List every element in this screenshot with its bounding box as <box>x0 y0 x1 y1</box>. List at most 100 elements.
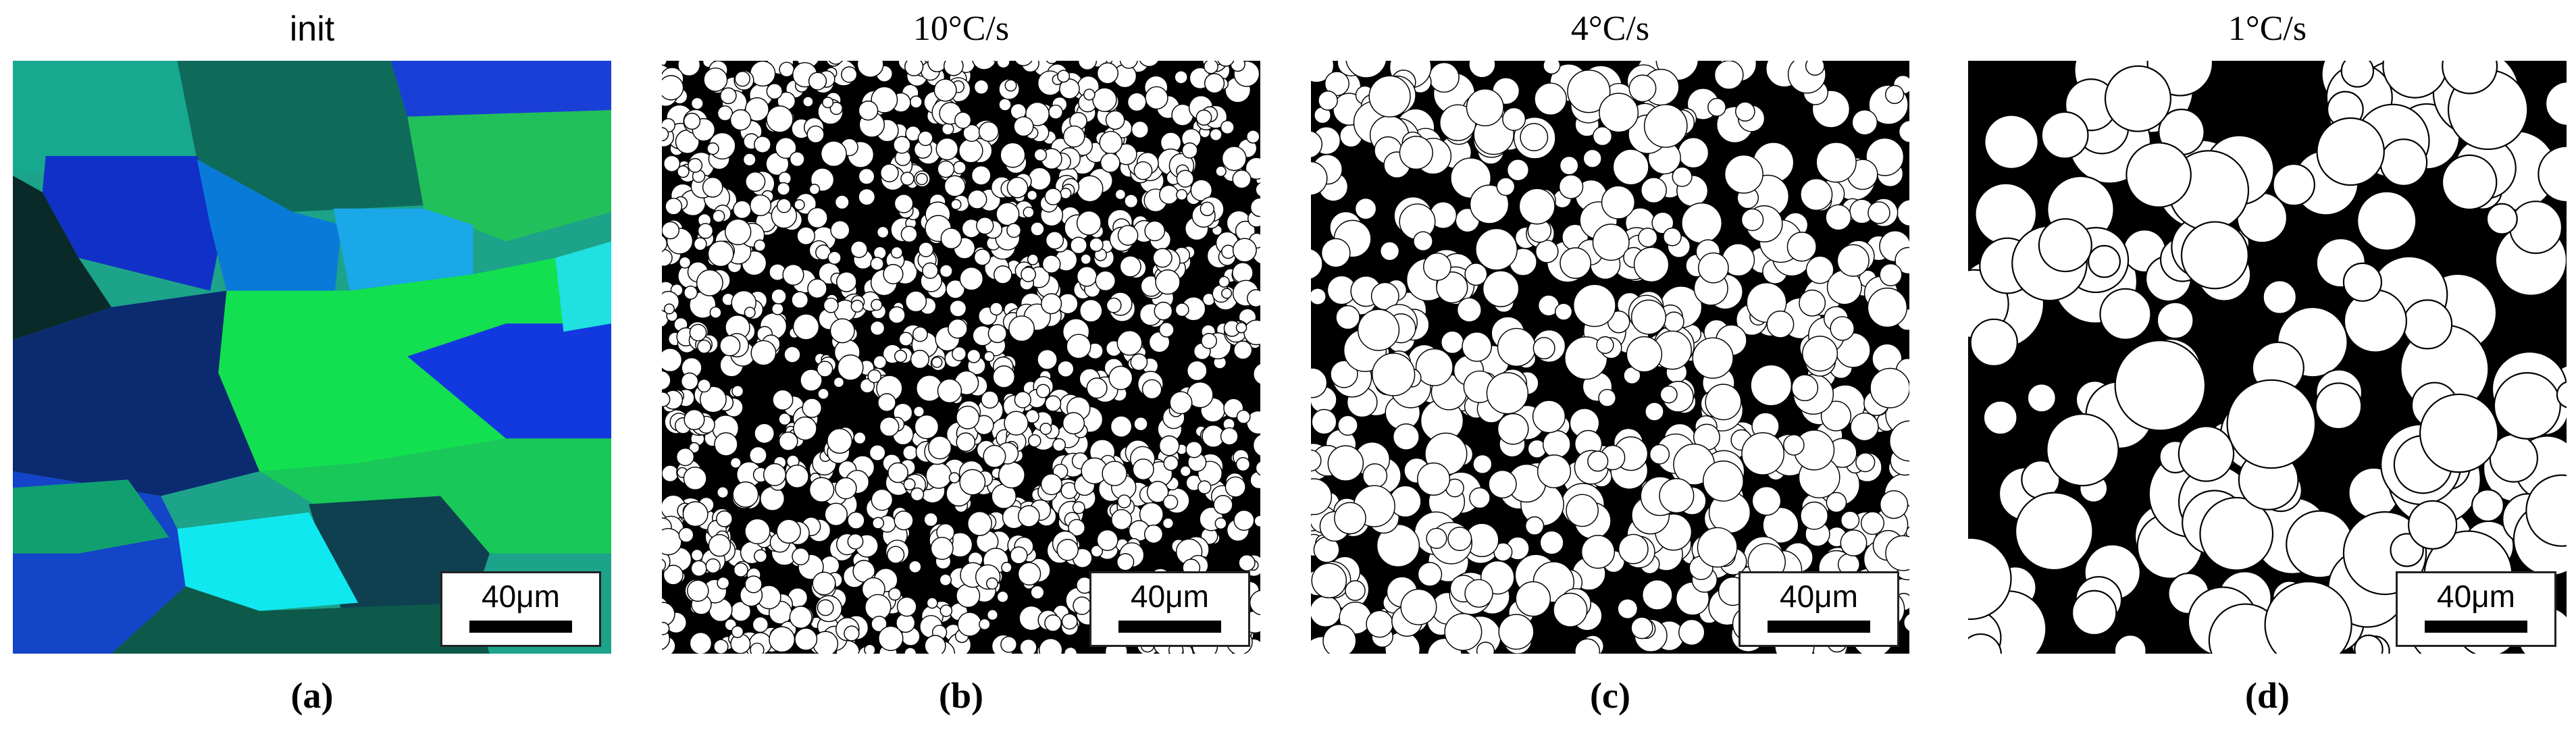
grain <box>983 444 1006 468</box>
grain <box>1724 154 1763 194</box>
grain <box>1099 130 1123 155</box>
grain <box>1630 299 1667 335</box>
grain <box>177 61 424 212</box>
grain <box>1070 236 1087 255</box>
grain <box>766 105 794 133</box>
grain <box>1133 161 1153 180</box>
grain <box>1062 125 1085 148</box>
grain <box>1119 61 1138 69</box>
grain <box>1066 334 1091 359</box>
grain <box>1641 579 1673 610</box>
grain <box>1400 588 1437 625</box>
grain <box>796 226 816 246</box>
grain <box>836 271 857 292</box>
grain <box>688 442 700 454</box>
grain <box>880 163 899 182</box>
grain <box>1553 592 1588 627</box>
grain <box>2113 634 2147 654</box>
grain <box>1145 86 1168 110</box>
grain <box>731 625 744 638</box>
grain <box>662 392 671 407</box>
grain <box>744 307 756 319</box>
grain <box>699 386 727 413</box>
grain <box>1079 298 1103 323</box>
grain <box>1820 400 1852 431</box>
grain <box>1052 438 1066 452</box>
grain <box>1163 455 1179 471</box>
grain <box>555 241 611 332</box>
grain <box>713 639 729 654</box>
grain <box>1741 208 1764 232</box>
grain <box>1984 114 2039 169</box>
grain <box>2156 301 2194 340</box>
grain <box>1080 253 1092 265</box>
grain <box>1830 316 1855 341</box>
grain <box>2114 340 2207 431</box>
grain <box>1076 175 1104 203</box>
grain <box>1220 427 1239 446</box>
grain <box>2199 496 2274 571</box>
grain <box>958 138 983 163</box>
grain <box>1117 494 1131 508</box>
grain <box>662 234 668 253</box>
grain <box>898 332 913 346</box>
grain <box>869 320 885 336</box>
grain <box>971 165 991 186</box>
grain <box>744 575 763 594</box>
grain <box>808 477 835 503</box>
grain <box>778 431 798 451</box>
grain <box>1152 248 1173 268</box>
grain <box>1250 197 1260 217</box>
panel-label: (d) <box>2245 675 2290 716</box>
grain <box>924 635 946 654</box>
grain <box>877 393 896 412</box>
grain <box>689 631 713 654</box>
grain <box>717 576 730 589</box>
grain <box>1618 533 1649 565</box>
grain <box>745 171 766 192</box>
grain <box>1630 617 1653 639</box>
grain <box>893 136 911 154</box>
grain <box>729 109 752 131</box>
grain <box>1311 288 1326 305</box>
grain <box>750 340 777 366</box>
grain <box>909 95 923 109</box>
grain <box>829 318 855 344</box>
grain <box>703 67 728 92</box>
scale-bar-line <box>469 621 572 633</box>
grain <box>903 478 916 491</box>
grain <box>1062 412 1085 435</box>
grain <box>1464 579 1493 608</box>
grain <box>791 291 809 309</box>
grain <box>1010 546 1028 565</box>
grain <box>827 251 842 265</box>
grain <box>712 209 725 223</box>
grain <box>1044 614 1062 632</box>
grain <box>1502 107 1526 131</box>
grain <box>782 263 804 286</box>
grain <box>662 465 679 483</box>
grain <box>2493 372 2561 440</box>
grain <box>1800 501 1829 530</box>
scale-bar: 40μm <box>1738 571 1899 647</box>
grain <box>1232 169 1252 189</box>
grain <box>943 61 964 76</box>
grain <box>1423 253 1451 281</box>
grain <box>942 122 954 136</box>
grain <box>946 279 965 299</box>
grain <box>1330 360 1358 388</box>
grain <box>1659 386 1678 404</box>
grain <box>749 446 767 465</box>
grain <box>1582 149 1602 168</box>
grain <box>2099 288 2152 340</box>
grain <box>693 237 707 251</box>
grain <box>1532 337 1555 360</box>
grain <box>915 173 928 186</box>
grain <box>2485 203 2518 235</box>
grain <box>792 313 820 340</box>
grain <box>957 612 982 637</box>
grain <box>1870 367 1909 409</box>
grain <box>1100 153 1120 173</box>
grain <box>2441 154 2498 211</box>
grain <box>714 432 738 456</box>
